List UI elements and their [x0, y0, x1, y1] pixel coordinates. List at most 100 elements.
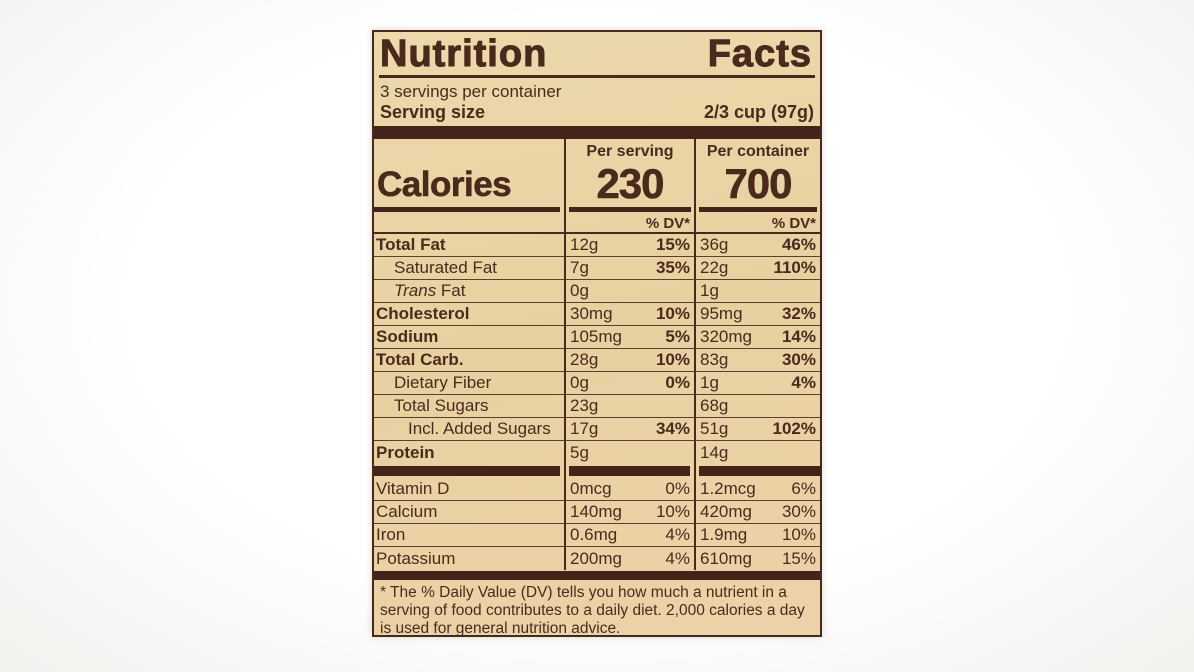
serving-amount: 30mg — [570, 304, 613, 323]
dv-header-empty — [374, 212, 564, 234]
container-dv: 32% — [781, 304, 816, 323]
per-serving-header: Per serving — [586, 143, 674, 160]
nutrition-facts-label: Nutrition Facts 3 servings per container… — [372, 30, 822, 637]
calories-cell: Calories — [374, 139, 564, 212]
title-divider — [379, 75, 815, 78]
thick-divider-bar-segmented — [374, 464, 820, 478]
calories-per-serving-value: 230 — [596, 160, 665, 207]
serving-size-value: 2/3 cup (97g) — [703, 102, 814, 122]
container-dv: 110% — [773, 258, 816, 277]
serving-amount: 5g — [570, 442, 589, 462]
serving-dv: 4% — [665, 548, 690, 568]
container-amount: 83g — [700, 350, 729, 369]
serving-amount: 12g — [570, 235, 599, 254]
serving-amount: 0mcg — [570, 479, 612, 498]
container-amount: 95mg — [700, 304, 743, 323]
row-potassium: Potassium 200mg 4% 610mg 15% — [374, 547, 820, 570]
row-vitamin-d: Vitamin D 0mcg 0% 1.2mcg 6% — [374, 478, 820, 501]
calories-label: Calories — [377, 165, 512, 205]
serving-amount: 0g — [570, 373, 589, 392]
row-dietary-fiber: Dietary Fiber 0g 0% 1g 4% — [374, 372, 820, 395]
calories-underbar-left — [374, 207, 560, 212]
title-word-nutrition: Nutrition — [379, 33, 548, 75]
serving-size-row: Serving size 2/3 cup (97g) — [374, 102, 820, 126]
row-protein: Protein 5g 14g — [374, 441, 820, 464]
container-dv: 30% — [781, 502, 816, 521]
calories-per-container-value: 700 — [724, 160, 793, 207]
serving-amount: 140mg — [570, 502, 622, 521]
calories-underbar-right — [699, 207, 817, 212]
calories-section: Calories Per serving 230 Per container 7… — [374, 139, 820, 212]
container-amount: 1g — [700, 373, 719, 392]
serving-amount: 0g — [570, 281, 589, 300]
container-amount: 320mg — [700, 327, 752, 346]
serving-dv: 10% — [655, 304, 690, 323]
nutrient-label: Total Carb. — [376, 350, 464, 369]
nutrient-label: Cholesterol — [376, 304, 470, 323]
serving-dv: 34% — [655, 419, 690, 438]
serving-amount: 0.6mg — [570, 525, 618, 544]
row-calcium: Calcium 140mg 10% 420mg 30% — [374, 501, 820, 524]
bar-segment-left — [374, 466, 560, 476]
label-title: Nutrition Facts — [374, 32, 820, 75]
vitamin-label: Potassium — [376, 548, 456, 568]
daily-value-footnote: * The % Daily Value (DV) tells you how m… — [380, 584, 805, 637]
serving-dv: 35% — [655, 258, 690, 277]
container-amount: 1.9mg — [700, 525, 748, 544]
row-total-fat: Total Fat 12g 15% 36g 46% — [374, 234, 820, 257]
row-trans-fat: Trans Fat 0g 1g — [374, 280, 820, 303]
row-cholesterol: Cholesterol 30mg 10% 95mg 32% — [374, 303, 820, 326]
container-dv: 30% — [781, 350, 816, 369]
row-saturated-fat: Saturated Fat 7g 35% 22g 110% — [374, 257, 820, 280]
container-dv: 14% — [781, 327, 816, 346]
container-amount: 51g — [700, 419, 729, 438]
serving-size-label: Serving size — [380, 102, 486, 122]
container-amount: 1g — [700, 281, 719, 300]
dv-header-serving: % DV* — [564, 212, 694, 234]
serving-amount: 105mg — [570, 327, 622, 346]
calories-underbar-mid — [569, 207, 691, 212]
row-sodium: Sodium 105mg 5% 320mg 14% — [374, 326, 820, 349]
vitamin-label: Calcium — [376, 502, 438, 521]
container-amount: 68g — [700, 396, 729, 415]
nutrient-label: Dietary Fiber — [394, 373, 492, 392]
nutrient-label: Total Fat — [376, 235, 446, 254]
per-container-header: Per container — [706, 143, 810, 160]
nutrient-label: Incl. Added Sugars — [408, 419, 551, 438]
nutrient-label: Protein — [376, 442, 435, 462]
title-word-facts: Facts — [707, 33, 812, 75]
vitamin-label: Iron — [376, 525, 406, 544]
container-amount: 420mg — [700, 502, 752, 521]
dv-header-row: % DV* % DV* — [374, 212, 820, 234]
bar-segment-mid — [569, 466, 690, 476]
serving-dv: 0% — [665, 479, 690, 498]
serving-amount: 28g — [570, 350, 599, 369]
vitamin-label: Vitamin D — [376, 479, 450, 498]
container-dv: 6% — [791, 479, 816, 498]
container-dv: 102% — [772, 419, 816, 438]
container-amount: 14g — [700, 442, 729, 462]
nutrient-label: Trans Fat — [374, 281, 466, 301]
serving-dv: 10% — [655, 350, 690, 369]
row-added-sugars: Incl. Added Sugars 17g 34% 51g 102% — [374, 418, 820, 441]
row-total-carb: Total Carb. 28g 10% 83g 30% — [374, 349, 820, 372]
container-amount: 1.2mcg — [700, 479, 756, 498]
serving-amount: 23g — [570, 396, 599, 415]
container-amount: 36g — [700, 235, 729, 254]
trans-rest: Fat — [436, 281, 466, 300]
dv-header-container: % DV* — [694, 212, 820, 234]
per-container-cell: Per container 700 — [694, 139, 820, 212]
bar-segment-right — [699, 466, 820, 476]
nutrient-label: Total Sugars — [394, 396, 489, 415]
serving-dv: 5% — [665, 327, 690, 346]
container-dv: 4% — [791, 373, 816, 392]
container-dv: 15% — [781, 548, 816, 568]
serving-dv: 10% — [655, 502, 690, 521]
nutrient-label: Saturated Fat — [394, 258, 498, 277]
serving-dv: 15% — [655, 235, 690, 254]
medium-divider-bar-bottom — [374, 571, 820, 580]
container-amount: 610mg — [700, 548, 752, 568]
container-amount: 22g — [700, 258, 729, 277]
serving-amount: 200mg — [570, 548, 622, 568]
per-serving-cell: Per serving 230 — [564, 139, 694, 212]
